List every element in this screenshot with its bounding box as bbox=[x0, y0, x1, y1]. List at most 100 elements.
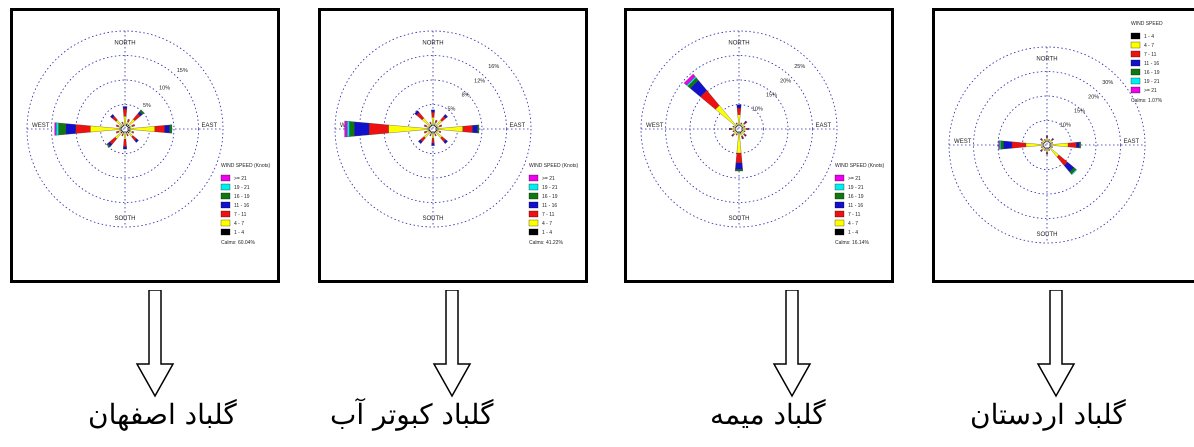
legend-swatch bbox=[220, 219, 231, 227]
down-arrow-icon bbox=[135, 290, 175, 398]
legend-swatch bbox=[1130, 41, 1141, 49]
petal-segment bbox=[1000, 140, 1004, 150]
compass-east: EAST bbox=[201, 123, 217, 129]
petal-segment bbox=[1043, 138, 1046, 141]
petal-segment bbox=[1040, 141, 1043, 144]
legend-entry: 1 - 4 bbox=[234, 230, 244, 236]
grid-ring bbox=[997, 95, 1097, 195]
caption-meymeh: گلباد میمه bbox=[710, 398, 826, 431]
petal-segment bbox=[154, 125, 165, 133]
petal-segment bbox=[388, 124, 428, 134]
petal-segment bbox=[429, 121, 432, 124]
petal-segment bbox=[115, 130, 120, 134]
legend-entry: 4 - 7 bbox=[234, 221, 244, 227]
petal-segment bbox=[1046, 140, 1048, 143]
petal-segment bbox=[732, 125, 735, 128]
petal-segment bbox=[735, 162, 743, 170]
legend-entry: 16 - 19 bbox=[234, 194, 250, 200]
petal-segment bbox=[54, 122, 57, 136]
legend-entry: 11 - 16 bbox=[848, 203, 863, 209]
petal-segment bbox=[169, 124, 173, 134]
legend-entry: 19 - 21 bbox=[542, 185, 558, 191]
petal-segment bbox=[743, 130, 746, 133]
petal-segment bbox=[115, 124, 120, 128]
windrose-panel-ardestan: NORTH SOUTH EAST WEST 10% 15% 20% 30% WIND SPEED… bbox=[932, 8, 1194, 283]
legend-swatch bbox=[220, 201, 231, 209]
grid-ring bbox=[383, 79, 483, 179]
petal-segment bbox=[134, 138, 139, 143]
legend-title: WIND SPEED bbox=[1131, 21, 1163, 27]
petal-segment bbox=[432, 124, 434, 127]
compass-north: NORTH bbox=[1036, 57, 1057, 63]
petal-segment bbox=[1045, 153, 1049, 155]
windrose-panel-meymeh: NORTH SOUTH EAST WEST 10% 15% 20% 25% WIND SPEED… bbox=[624, 8, 894, 283]
legend-swatch bbox=[528, 192, 539, 200]
petal-segment bbox=[735, 169, 743, 172]
petal-segment bbox=[472, 124, 478, 134]
caption-isfahan: گلباد اصفهان bbox=[88, 398, 237, 431]
petal-segment bbox=[1040, 146, 1043, 149]
ring-label: 15% bbox=[177, 68, 188, 74]
legend-swatch bbox=[1130, 59, 1141, 67]
legend-entry: 1 - 4 bbox=[542, 230, 552, 236]
ring-label: 20% bbox=[780, 78, 791, 84]
legend-entry: >= 21 bbox=[234, 176, 247, 182]
petal-segment bbox=[1051, 137, 1055, 141]
ring-label: 10% bbox=[1060, 123, 1071, 129]
down-arrow-icon bbox=[432, 290, 472, 398]
petal-segment bbox=[131, 131, 135, 134]
legend-entry: 4 - 7 bbox=[1144, 43, 1154, 49]
legend-swatch bbox=[834, 174, 845, 182]
compass-south: SOUTH bbox=[423, 216, 444, 222]
ring-label: 12% bbox=[474, 78, 485, 84]
petal-segment bbox=[126, 134, 129, 137]
down-arrow-icon bbox=[772, 290, 812, 398]
compass-west: WEST bbox=[32, 123, 50, 129]
legend-entry: 19 - 21 bbox=[234, 185, 250, 191]
petal-segment bbox=[735, 152, 743, 164]
legend-entry: 7 - 11 bbox=[1144, 52, 1157, 58]
ring-label: 20% bbox=[1088, 94, 1099, 100]
grid-ring bbox=[689, 79, 789, 179]
petal-segment bbox=[122, 106, 128, 110]
legend-entry: 11 - 16 bbox=[234, 203, 249, 209]
legend-swatch bbox=[528, 228, 539, 236]
petal-segment bbox=[1076, 141, 1080, 149]
petal-segment bbox=[123, 131, 127, 140]
legend-entry: >= 21 bbox=[1144, 88, 1157, 94]
petal-segment bbox=[435, 128, 439, 130]
petal-segment bbox=[738, 131, 740, 134]
petal-segment bbox=[427, 128, 431, 130]
legend-swatch bbox=[528, 210, 539, 218]
compass-east: EAST bbox=[509, 123, 525, 129]
petal-segment bbox=[740, 122, 743, 125]
caption-kabutarabad: گلباد کبوتر آب bbox=[330, 398, 494, 431]
petal-segment bbox=[443, 139, 448, 144]
windrose-chart: NORTH SOUTH EAST WEST 5% 10% 15% WIND SPEED (Kn… bbox=[26, 30, 271, 246]
petal-segment bbox=[421, 117, 431, 127]
ring-label: 10% bbox=[752, 107, 763, 113]
legend-swatch bbox=[1130, 32, 1141, 40]
petal-segment bbox=[65, 123, 76, 135]
legend-title: WIND SPEED (Knots) bbox=[529, 163, 579, 169]
compass-east: EAST bbox=[815, 123, 831, 129]
petal-segment bbox=[741, 137, 745, 140]
legend-title: WIND SPEED (Knots) bbox=[835, 163, 885, 169]
petal-segment bbox=[1051, 141, 1054, 144]
petal-segment bbox=[1051, 146, 1054, 149]
petal-segment bbox=[1048, 138, 1051, 141]
petal-segment bbox=[1011, 141, 1027, 149]
petal-segment bbox=[414, 110, 420, 116]
windrose-chart: NORTH SOUTH EAST WEST 10% 15% 20% 25% WIND SPEED… bbox=[640, 30, 885, 246]
legend-swatch bbox=[220, 192, 231, 200]
petal-segment bbox=[431, 143, 435, 146]
legend-calms: Calms: 16.14% bbox=[835, 240, 869, 246]
petal-segment bbox=[438, 130, 442, 134]
legend-swatch bbox=[1130, 50, 1141, 58]
petal-segment bbox=[477, 124, 480, 134]
petal-segment bbox=[1048, 149, 1051, 152]
legend-entry: 16 - 19 bbox=[1144, 70, 1160, 76]
legend-entry: 7 - 11 bbox=[848, 212, 861, 218]
petal-segment bbox=[1049, 147, 1060, 158]
